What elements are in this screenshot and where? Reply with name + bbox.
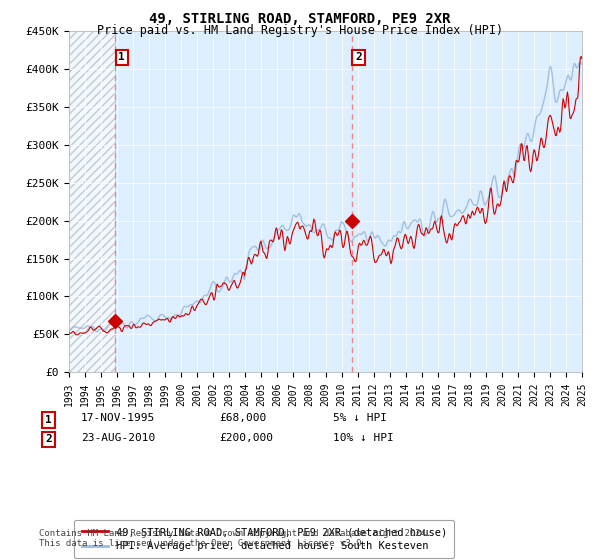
Point [110, 316, 120, 325]
Text: 10% ↓ HPI: 10% ↓ HPI [333, 433, 394, 443]
Text: 2: 2 [355, 53, 362, 62]
Text: 1: 1 [45, 415, 52, 425]
Text: Contains HM Land Registry data © Crown copyright and database right 2024.
This d: Contains HM Land Registry data © Crown c… [39, 529, 431, 548]
Text: 23-AUG-2010: 23-AUG-2010 [81, 433, 155, 443]
Text: £200,000: £200,000 [219, 433, 273, 443]
Point [347, 216, 356, 225]
Legend: 49, STIRLING ROAD, STAMFORD, PE9 2XR (detached house), HPI: Average price, detac: 49, STIRLING ROAD, STAMFORD, PE9 2XR (de… [74, 520, 454, 558]
Text: 49, STIRLING ROAD, STAMFORD, PE9 2XR: 49, STIRLING ROAD, STAMFORD, PE9 2XR [149, 12, 451, 26]
Bar [69, 31, 115, 372]
Text: 1: 1 [118, 53, 125, 62]
Text: 5% ↓ HPI: 5% ↓ HPI [333, 413, 387, 423]
Text: 2: 2 [45, 435, 52, 445]
Text: Price paid vs. HM Land Registry's House Price Index (HPI): Price paid vs. HM Land Registry's House … [97, 24, 503, 36]
Text: 17-NOV-1995: 17-NOV-1995 [81, 413, 155, 423]
Text: £68,000: £68,000 [219, 413, 266, 423]
